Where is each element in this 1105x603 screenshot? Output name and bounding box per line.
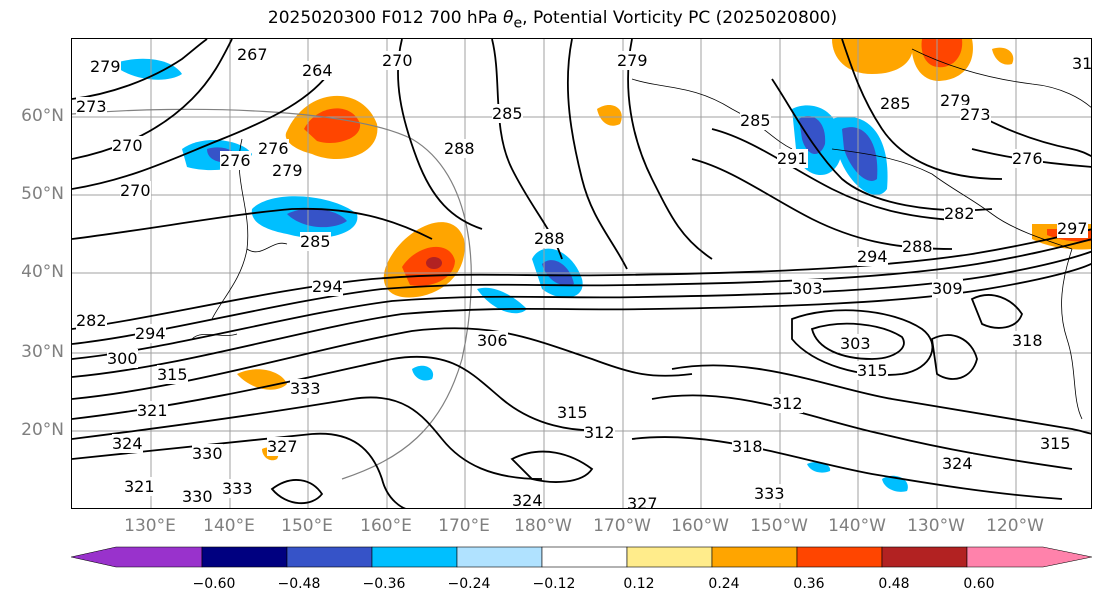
colorbar-cell bbox=[456, 546, 543, 568]
map-panel[interactable]: 279 267 264 270 273 270 276 279 270 285 … bbox=[71, 38, 1092, 509]
colorbar-cell bbox=[71, 546, 203, 568]
contour-label: 315 bbox=[857, 361, 888, 380]
contour-label: 285 bbox=[492, 104, 523, 123]
contour-label: 276 bbox=[258, 139, 289, 158]
contour-label: 324 bbox=[112, 434, 143, 453]
colorbar-tick: −0.36 bbox=[362, 576, 406, 592]
contour-label: 294 bbox=[312, 277, 343, 296]
lon-label-170e: 170°E bbox=[438, 516, 490, 536]
contour-label: 315 bbox=[1040, 434, 1071, 453]
graticule bbox=[72, 39, 1091, 508]
contour-label: 327 bbox=[267, 437, 298, 456]
contour-label: 279 bbox=[272, 161, 303, 180]
contour-label: 270 bbox=[382, 51, 413, 70]
colorbar-tick: 0.48 bbox=[878, 576, 910, 592]
lon-label-160w: 160°W bbox=[671, 516, 729, 536]
contour-label: 306 bbox=[477, 331, 508, 350]
contour-label: 300 bbox=[107, 349, 138, 368]
contour-label: 333 bbox=[222, 479, 253, 498]
contour-label: 288 bbox=[534, 229, 565, 248]
contour-label: 309 bbox=[932, 279, 963, 298]
contour-label: 267 bbox=[237, 45, 268, 64]
lon-label-120w: 120°W bbox=[986, 516, 1044, 536]
contour-label: 282 bbox=[76, 311, 107, 330]
contour-label: 315 bbox=[1072, 54, 1091, 73]
colorbar-cell bbox=[371, 546, 458, 568]
lon-label-180w: 180°W bbox=[514, 516, 572, 536]
contour-label: 324 bbox=[942, 454, 973, 473]
contour-label: 279 bbox=[90, 57, 121, 76]
contour-label: 291 bbox=[777, 149, 808, 168]
colorbar bbox=[71, 546, 1092, 568]
colorbar-tick: 0.24 bbox=[708, 576, 740, 592]
colorbar-tick: 0.36 bbox=[793, 576, 825, 592]
colorbar-tick: 0.12 bbox=[623, 576, 655, 592]
contour-label: 273 bbox=[960, 105, 991, 124]
colorbar-cell bbox=[711, 546, 798, 568]
lat-label-50n: 50°N bbox=[21, 184, 64, 204]
contour-label: 270 bbox=[112, 136, 143, 155]
lat-label-40n: 40°N bbox=[21, 262, 64, 282]
contour-label: 285 bbox=[300, 232, 331, 251]
contour-label: 288 bbox=[902, 237, 933, 256]
contour-label: 276 bbox=[220, 151, 251, 170]
contour-label: 294 bbox=[135, 324, 166, 343]
contour-label: 324 bbox=[512, 491, 543, 509]
colorbar-cell bbox=[286, 546, 373, 568]
contour-label: 297 bbox=[1057, 219, 1088, 238]
lon-label-130e: 130°E bbox=[124, 516, 176, 536]
contour-label: 279 bbox=[617, 51, 648, 70]
colorbar-tick: −0.60 bbox=[192, 576, 236, 592]
lon-label-150w: 150°W bbox=[750, 516, 808, 536]
colorbar-tick: 0.60 bbox=[963, 576, 995, 592]
contour-label: 327 bbox=[627, 494, 658, 508]
contour-label: 330 bbox=[192, 444, 223, 463]
lon-label-160e: 160°E bbox=[360, 516, 412, 536]
lon-label-140e: 140°E bbox=[203, 516, 255, 536]
lon-label-170w: 170°W bbox=[593, 516, 651, 536]
contour-label: 333 bbox=[754, 484, 785, 503]
contour-label: 288 bbox=[444, 139, 475, 158]
contour-label: 303 bbox=[840, 334, 871, 353]
contour-label: 312 bbox=[772, 394, 803, 413]
contour-label: 303 bbox=[792, 279, 823, 298]
contour-label: 315 bbox=[157, 365, 188, 384]
colorbar-cell bbox=[966, 546, 1092, 568]
contour-label: 315 bbox=[557, 403, 588, 422]
colorbar-tick: −0.24 bbox=[447, 576, 491, 592]
colorbar-cell bbox=[626, 546, 713, 568]
map-canvas bbox=[72, 39, 1091, 508]
colorbar-tick: −0.12 bbox=[532, 576, 576, 592]
coastlines bbox=[191, 48, 1091, 420]
contour-label: 321 bbox=[137, 401, 168, 420]
contour-label: 318 bbox=[1012, 331, 1043, 350]
map-title: 2025020300 F012 700 hPa θe, Potential Vo… bbox=[267, 8, 838, 32]
contour-label: 318 bbox=[732, 437, 763, 456]
contour-label: 312 bbox=[584, 423, 615, 442]
great-circle-arc bbox=[72, 108, 472, 480]
contour-label: 285 bbox=[880, 94, 911, 113]
contour-label: 276 bbox=[1012, 149, 1043, 168]
contour-label: 282 bbox=[944, 204, 975, 223]
contour-label: 294 bbox=[857, 247, 888, 266]
colorbar-cell bbox=[541, 546, 628, 568]
contour-label: 264 bbox=[302, 61, 333, 80]
lon-label-140w: 140°W bbox=[828, 516, 886, 536]
contour-label: 270 bbox=[120, 181, 151, 200]
lat-label-20n: 20°N bbox=[21, 420, 64, 440]
colorbar-cell bbox=[881, 546, 968, 568]
lat-label-30n: 30°N bbox=[21, 342, 64, 362]
contour-label: 285 bbox=[740, 111, 771, 130]
contour-label: 273 bbox=[76, 97, 107, 116]
colorbar-cell bbox=[201, 546, 288, 568]
lat-label-60n: 60°N bbox=[21, 106, 64, 126]
colorbar-tick: −0.48 bbox=[277, 576, 321, 592]
lon-label-130w: 130°W bbox=[907, 516, 965, 536]
lon-label-150e: 150°E bbox=[281, 516, 333, 536]
contour-labels: 279 267 264 270 273 270 276 279 270 285 … bbox=[72, 39, 1091, 509]
contour-label: 333 bbox=[290, 379, 321, 398]
colorbar-cell bbox=[796, 546, 883, 568]
contour-label: 321 bbox=[124, 477, 155, 496]
contour-label: 330 bbox=[182, 487, 213, 506]
